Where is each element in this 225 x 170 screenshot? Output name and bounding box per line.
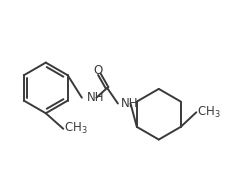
Text: NH: NH	[121, 97, 138, 110]
Text: CH$_3$: CH$_3$	[197, 105, 221, 120]
Text: NH: NH	[87, 91, 104, 104]
Text: CH$_3$: CH$_3$	[64, 121, 88, 136]
Text: O: O	[94, 64, 103, 77]
